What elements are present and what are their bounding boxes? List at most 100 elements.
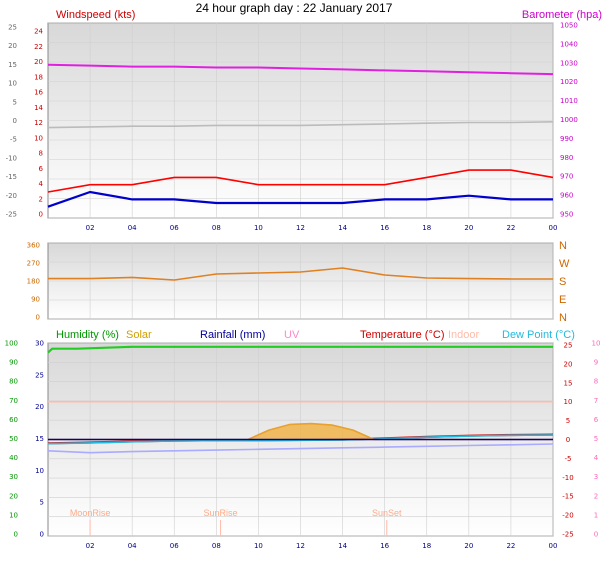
temperature-tick: 5 xyxy=(566,417,570,425)
marker-label: MoonRise xyxy=(70,508,111,518)
wind-x-tick: 20 xyxy=(464,224,473,232)
conditions-series-line-4 xyxy=(47,443,554,454)
rainfall-tick: 25 xyxy=(35,371,44,379)
wind-tick: 10 xyxy=(34,134,43,142)
humidity-tick: 100 xyxy=(5,340,18,348)
conditions-x-tick: 06 xyxy=(170,542,179,550)
conditions-x-tick: 20 xyxy=(464,542,473,550)
outer-left-tick: 10 xyxy=(8,80,17,88)
conditions-x-tick: 00 xyxy=(549,542,558,550)
humidity-tick: 0 xyxy=(14,531,18,539)
uv-tick: 7 xyxy=(594,397,598,405)
barometer-tick: 1000 xyxy=(560,116,578,124)
wind-series-line-1 xyxy=(47,121,554,129)
temperature-tick: 15 xyxy=(564,379,573,387)
wind-tick: 6 xyxy=(39,165,44,173)
temperature-tick: -15 xyxy=(562,493,573,501)
humidity-tick: 70 xyxy=(9,397,18,405)
wind-tick: 16 xyxy=(34,89,43,97)
temperature-tick: -10 xyxy=(562,474,573,482)
outer-left-tick: 0 xyxy=(13,117,17,125)
wind-series-line-2 xyxy=(47,169,554,193)
wind-x-tick: 22 xyxy=(506,224,515,232)
rainfall-tick: 0 xyxy=(40,531,44,539)
outer-left-tick: -20 xyxy=(6,192,17,200)
uv-tick: 8 xyxy=(594,378,598,386)
humidity-tick: 60 xyxy=(9,416,18,424)
humidity-tick: 40 xyxy=(9,454,18,462)
wind-tick: 22 xyxy=(34,43,43,51)
compass-direction-tick: S xyxy=(559,276,566,288)
conditions-series-line-5 xyxy=(48,422,553,441)
temperature-tick: -5 xyxy=(565,455,572,463)
wind-series-line-0 xyxy=(47,63,554,76)
wind-x-tick: 16 xyxy=(380,224,389,232)
wind-x-tick: 02 xyxy=(86,224,95,232)
barometer-tick: 990 xyxy=(560,135,573,143)
rainfall-tick: 10 xyxy=(35,467,44,475)
wind-tick: 18 xyxy=(34,73,43,81)
outer-left-tick: -10 xyxy=(6,154,17,162)
direction-series-line-0 xyxy=(48,267,553,281)
conditions-series-line-0 xyxy=(47,345,553,354)
conditions-x-tick: 14 xyxy=(338,542,347,550)
wind-x-tick: 04 xyxy=(128,224,137,232)
barometer-tick: 960 xyxy=(560,192,573,200)
humidity-tick: 30 xyxy=(9,473,18,481)
barometer-tick: 950 xyxy=(560,211,573,219)
compass-direction-tick: N xyxy=(559,240,567,252)
barometer-tick: 980 xyxy=(560,154,573,162)
barometer-tick: 1010 xyxy=(560,97,578,105)
conditions-x-tick: 18 xyxy=(422,542,431,550)
direction-degree-tick: 0 xyxy=(36,314,40,322)
direction-degree-tick: 360 xyxy=(27,242,40,250)
conditions-label: UV xyxy=(284,329,300,341)
conditions-x-tick: 16 xyxy=(380,542,389,550)
outer-left-tick: 15 xyxy=(8,61,17,69)
uv-tick: 5 xyxy=(594,435,598,443)
rainfall-tick: 15 xyxy=(35,435,44,443)
wind-axis-label: Windspeed (kts) xyxy=(56,9,135,21)
conditions-x-tick: 12 xyxy=(296,542,305,550)
conditions-x-tick: 08 xyxy=(212,542,221,550)
wind-x-tick: 10 xyxy=(254,224,263,232)
conditions-label: Humidity (%) xyxy=(56,329,119,341)
wind-x-tick: 06 xyxy=(170,224,179,232)
conditions-x-tick: 04 xyxy=(128,542,137,550)
barometer-axis-label: Barometer (hpa) xyxy=(522,9,602,21)
conditions-x-tick: 22 xyxy=(506,542,515,550)
outer-left-tick: -5 xyxy=(10,136,17,144)
wind-tick: 4 xyxy=(39,180,44,188)
uv-tick: 1 xyxy=(594,511,598,519)
wind-tick: 14 xyxy=(34,104,43,112)
temperature-tick: -20 xyxy=(562,512,573,520)
wind-x-tick: 00 xyxy=(549,224,558,232)
wind-tick: 2 xyxy=(39,195,43,203)
uv-tick: 6 xyxy=(594,416,599,424)
conditions-label: Solar xyxy=(126,329,152,341)
uv-tick: 2 xyxy=(594,492,598,500)
barometer-tick: 970 xyxy=(560,173,573,181)
outer-left-tick: 5 xyxy=(13,98,17,106)
uv-tick: 3 xyxy=(594,473,598,481)
outer-left-tick: 25 xyxy=(8,24,17,32)
uv-tick: 4 xyxy=(594,454,599,462)
rainfall-tick: 20 xyxy=(35,403,44,411)
compass-direction-tick: E xyxy=(559,294,566,306)
outer-left-tick: -15 xyxy=(6,173,17,181)
rainfall-tick: 30 xyxy=(35,340,44,348)
direction-degree-tick: 90 xyxy=(31,296,40,304)
compass-direction-tick: W xyxy=(559,258,570,270)
wind-tick: 12 xyxy=(34,119,43,127)
conditions-x-tick: 02 xyxy=(86,542,95,550)
solar-area xyxy=(48,423,553,440)
barometer-tick: 1040 xyxy=(560,40,578,48)
temperature-tick: 0 xyxy=(566,436,570,444)
wind-x-tick: 12 xyxy=(296,224,305,232)
humidity-tick: 80 xyxy=(9,378,18,386)
humidity-tick: 20 xyxy=(9,492,18,500)
wind-x-tick: 18 xyxy=(422,224,431,232)
wind-tick: 20 xyxy=(34,58,43,66)
barometer-tick: 1050 xyxy=(560,22,578,30)
